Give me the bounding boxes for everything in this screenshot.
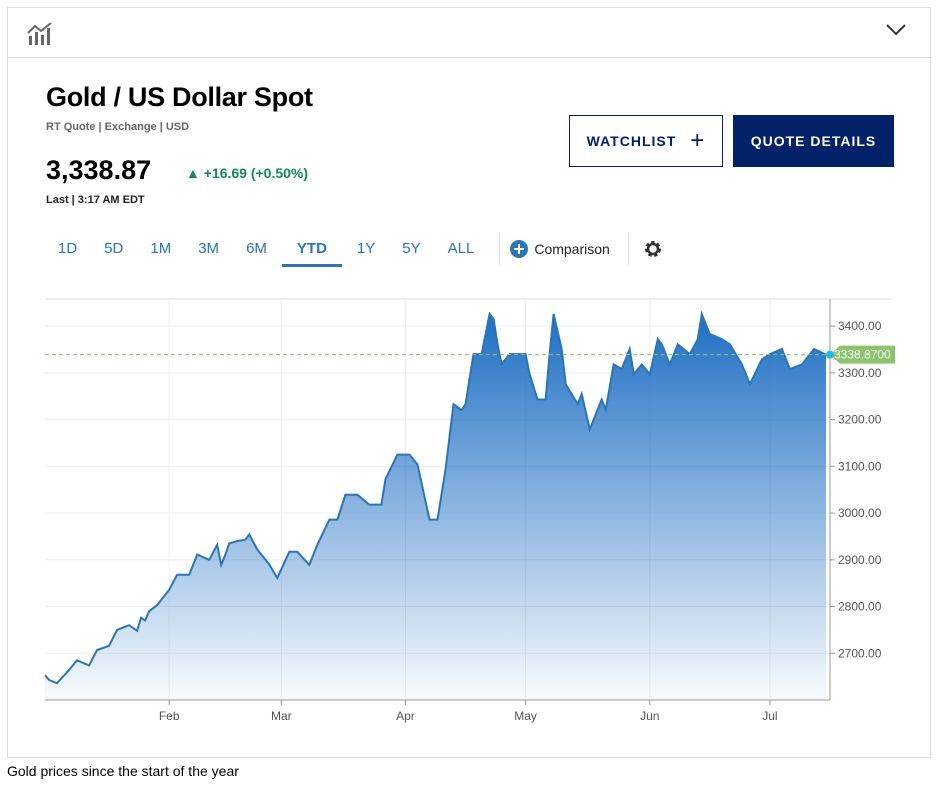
last-price-label: 3338.8700 (834, 348, 891, 362)
y-tick-label: 3400.00 (838, 319, 882, 333)
x-tick-label: Apr (396, 709, 415, 723)
chart-caption: Gold prices since the start of the year (7, 763, 239, 779)
price-line (44, 310, 827, 685)
card-header (8, 8, 930, 58)
add-circle-icon (510, 240, 529, 258)
last-price-dot (826, 350, 834, 359)
y-tick-label: 3200.00 (838, 413, 882, 427)
chart-type-icon[interactable] (27, 22, 53, 46)
tab-5y[interactable]: 5Y (402, 240, 421, 257)
price-chart[interactable]: 2700.00 2800.00 2900.00 3000.00 3100.00 3200.… (0, 0, 942, 740)
tab-6m[interactable]: 6M (246, 240, 267, 257)
y-tick-label: 3000.00 (838, 506, 882, 520)
tab-1m[interactable]: 1M (150, 240, 172, 257)
tab-all[interactable]: ALL (447, 240, 475, 257)
last-price-marker (830, 345, 895, 364)
quote-details-button[interactable]: QUOTE DETAILS (733, 115, 894, 167)
last-updated: Last | 3:17 AM EDT (46, 194, 145, 206)
page-title: Gold / US Dollar Spot (46, 82, 313, 112)
x-tick-label: Mar (271, 709, 292, 723)
tab-1d[interactable]: 1D (58, 240, 78, 257)
gear-icon[interactable] (643, 239, 663, 259)
watchlist-label: WATCHLIST (586, 133, 677, 149)
tab-3m[interactable]: 3M (198, 240, 220, 257)
x-tick-label: Jul (762, 709, 777, 723)
y-tick-label: 2800.00 (838, 600, 882, 614)
time-range-tabs: 1D 5D 1M 3M 6M YTD 1Y 5Y ALL Comparison (46, 231, 663, 267)
chart-card: Gold / US Dollar Spot RT Quote | Exchang… (7, 7, 931, 758)
tab-5d[interactable]: 5D (104, 240, 124, 257)
x-tick-label: Jun (640, 709, 659, 723)
comparison-button[interactable]: Comparison (510, 240, 610, 258)
divider (627, 233, 629, 265)
y-tick-label: 3300.00 (838, 366, 882, 380)
y-tick-label: 3100.00 (838, 459, 882, 473)
divider (499, 233, 501, 265)
y-tick-label: 2900.00 (838, 553, 882, 567)
y-tick-label: 2700.00 (838, 646, 882, 660)
tab-1y[interactable]: 1Y (356, 240, 376, 257)
x-tick-label: Feb (159, 709, 180, 723)
watchlist-button[interactable]: WATCHLIST + (569, 115, 723, 167)
comparison-label: Comparison (534, 241, 610, 257)
tab-ytd[interactable]: YTD (281, 231, 342, 267)
price-area (45, 314, 826, 700)
plus-icon: + (690, 127, 706, 154)
price-value: 3,338.87 (46, 155, 152, 185)
price-change: ▲ +16.69 (+0.50%) (186, 165, 309, 181)
chevron-down-icon[interactable] (886, 24, 906, 36)
quote-subtitle: RT Quote | Exchange | USD (46, 121, 190, 133)
x-tick-label: May (514, 709, 537, 723)
